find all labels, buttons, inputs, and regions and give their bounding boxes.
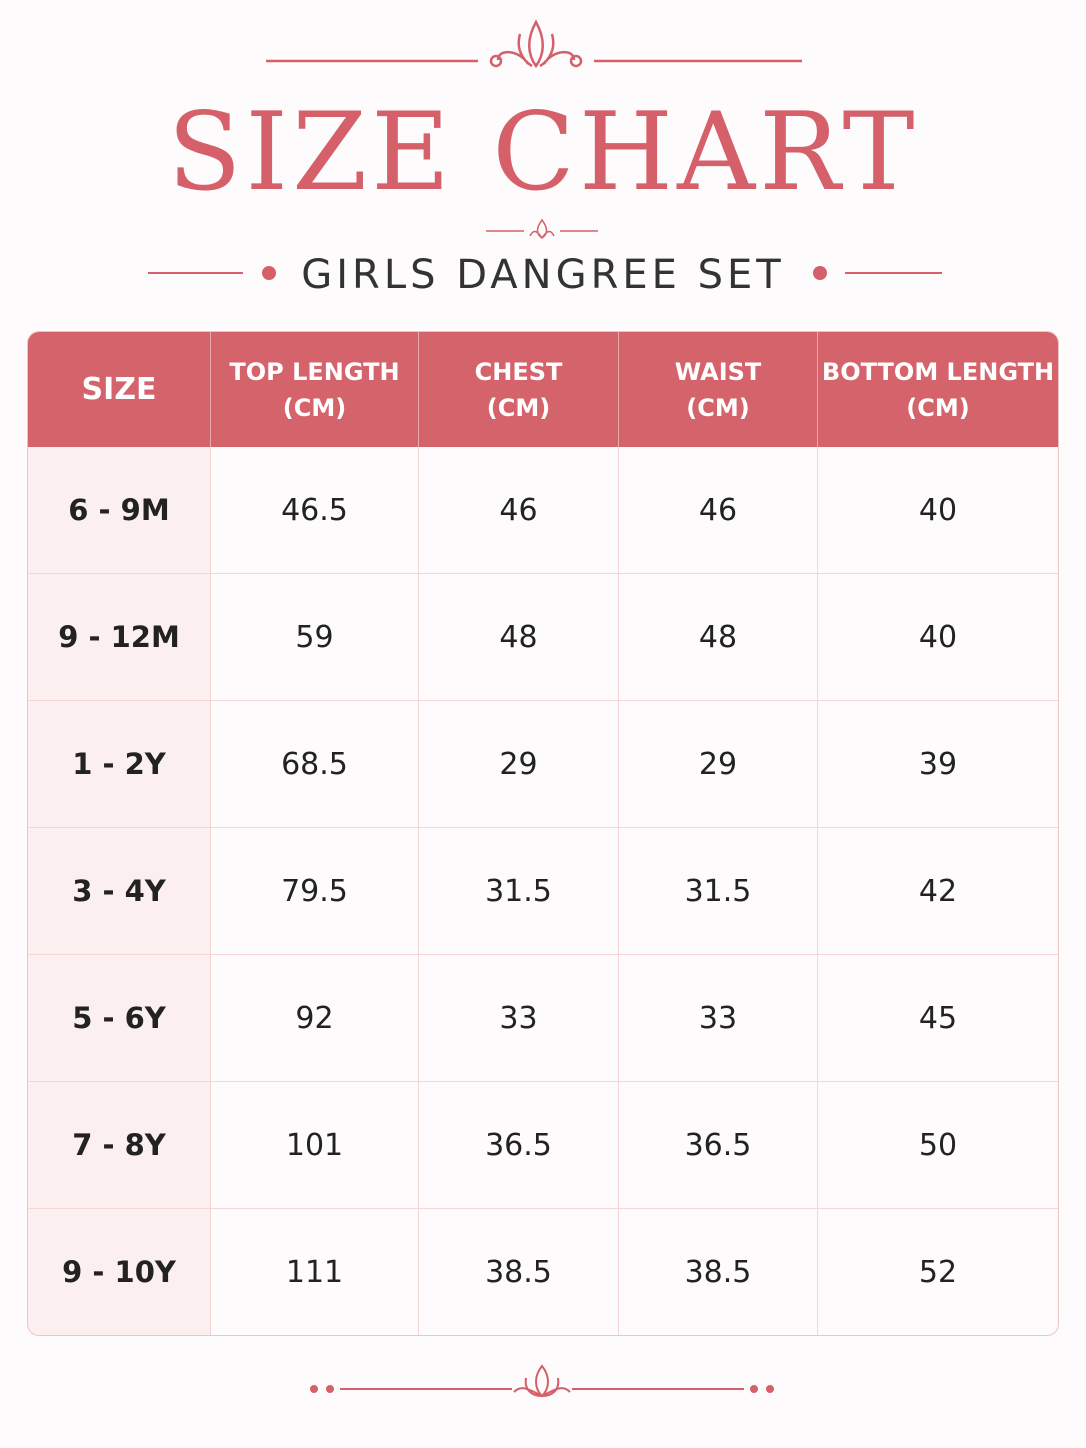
table-row: 1 - 2Y 68.5 29 29 39 [28,700,1058,827]
measure-cell: 111 [211,1208,419,1335]
header-line: WAIST [674,357,762,386]
dot [750,1385,758,1393]
measure-cell: 31.5 [419,827,619,954]
dot [766,1385,774,1393]
table-row: 9 - 12M 59 48 48 40 [28,573,1058,700]
title: SIZE CHART [167,90,919,215]
header-line: (CM) [906,393,970,422]
ornament [513,1364,571,1398]
table-row: 9 - 10Y 111 38.5 38.5 52 [28,1208,1058,1335]
ornament [529,218,555,239]
ornament [489,54,503,68]
size-cell: 3 - 4Y [28,827,211,954]
measure-cell: 59 [211,573,419,700]
measure-cell: 46.5 [211,447,419,573]
measure-cell: 92 [211,954,419,1081]
measure-cell: 36.5 [419,1081,619,1208]
header-line: BOTTOM LENGTH [821,357,1055,386]
dot [262,266,276,280]
size-cell: 5 - 6Y [28,954,211,1081]
column-header: BOTTOM LENGTH (CM) [818,332,1058,447]
measure-cell: 45 [818,954,1058,1081]
size-cell: 9 - 12M [28,573,211,700]
measure-cell: 38.5 [619,1208,818,1335]
measure-cell: 48 [619,573,818,700]
column-header: SIZE [28,332,211,447]
size-cell: 9 - 10Y [28,1208,211,1335]
ornament [496,19,576,69]
dot [326,1385,334,1393]
table-row: 6 - 9M 46.5 46 46 40 [28,447,1058,573]
header-line: (CM) [486,393,551,422]
table-row: 3 - 4Y 79.5 31.5 31.5 42 [28,827,1058,954]
header-line: (CM) [686,393,750,422]
measure-cell: 40 [918,492,958,528]
header-line: TOP LENGTH [229,357,400,386]
measure-cell: 46 [419,447,619,573]
measure-cell: 101 [211,1081,419,1208]
column-header: WAIST (CM) [619,332,818,447]
measure-cell: 31.5 [619,827,818,954]
header-row: SIZE TOP LENGTH (CM) CHEST (CM) WAIST (CM) BOTT… [28,332,1058,447]
column-header: CHEST (CM) [419,332,619,447]
measure-cell: 48 [419,573,619,700]
measure-cell: 33 [619,954,818,1081]
size-table: SIZE TOP LENGTH (CM) CHEST (CM) WAIST (CM) BOTT… [27,331,1059,1336]
measure-cell: 38.5 [419,1208,619,1335]
measure-cell: 40 [818,573,1058,700]
measure-cell: 29 [419,700,619,827]
measure-cell: 52 [818,1208,1058,1335]
measure-cell: 36.5 [619,1081,818,1208]
subtitle: GIRLS DANGREE SET [301,252,785,298]
measure-cell: 42 [818,827,1058,954]
table-row: 7 - 8Y 101 36.5 36.5 50 [28,1081,1058,1208]
size-cell: 1 - 2Y [28,700,211,827]
measure-cell: 68.5 [211,700,419,827]
measure-cell: 50 [818,1081,1058,1208]
measure-cell: 46 [619,447,818,573]
table-body: 6 - 9M 46.5 46 46 40 9 - 12M 59 48 48 40 1 - 2Y 68.… [28,447,1058,1335]
dot [813,266,827,280]
dot [310,1385,318,1393]
measure-cell: 29 [619,700,818,827]
size-cell: 7 - 8Y [28,1081,211,1208]
ornament [569,54,583,68]
header-line: SIZE [81,371,157,407]
size-cell: 6 - 9M [28,447,211,573]
column-header: TOP LENGTH (CM) [211,332,419,447]
table-row: 5 - 6Y 92 33 33 45 [28,954,1058,1081]
measure-cell: 33 [419,954,619,1081]
header-line: (CM) [282,393,347,422]
measure-cell: 79.5 [211,827,419,954]
header-line: CHEST [474,357,563,386]
measure-cell: 39 [818,700,1058,827]
